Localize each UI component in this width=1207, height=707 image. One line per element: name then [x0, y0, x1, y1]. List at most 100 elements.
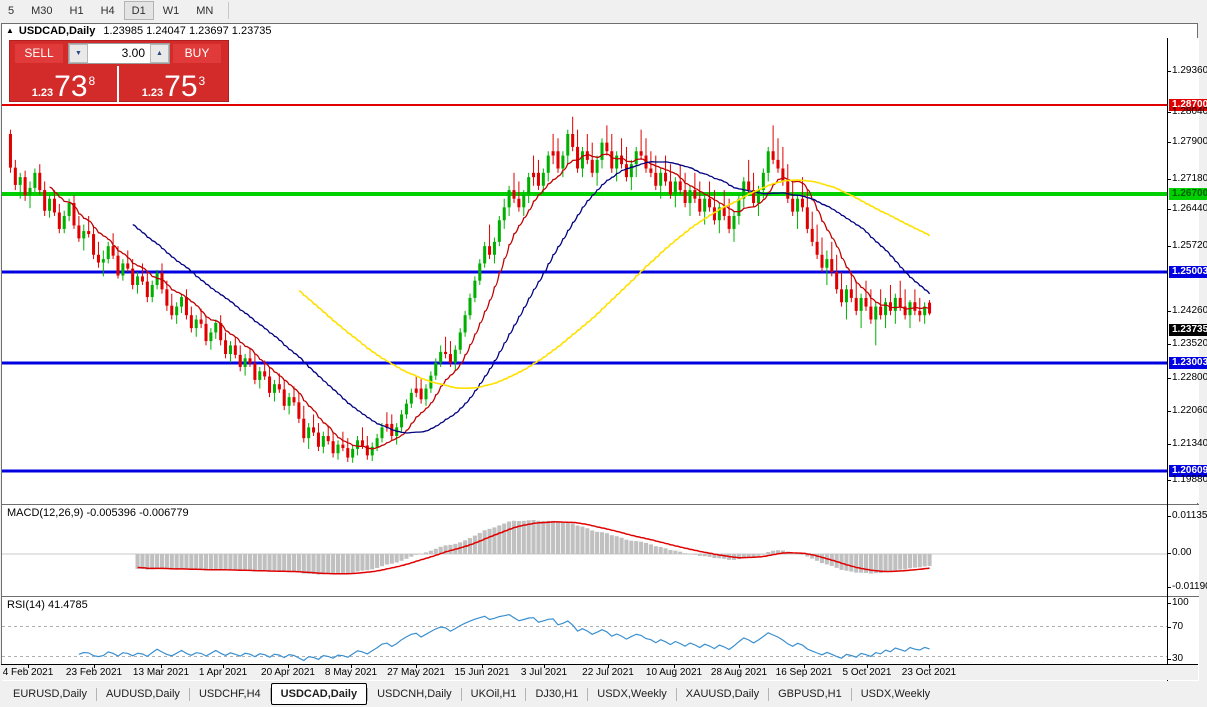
- date-label: 27 May 2021: [387, 667, 445, 678]
- timeframe-button-mn[interactable]: MN: [196, 5, 214, 17]
- scale-tick: [1168, 553, 1171, 554]
- timeframe-button-m30[interactable]: M30: [31, 5, 53, 17]
- scale-tick: [1168, 311, 1171, 312]
- scale-tick: [1168, 378, 1171, 379]
- date-tick: [929, 665, 930, 668]
- volume-decrease-button[interactable]: ▼: [69, 44, 88, 63]
- date-axis[interactable]: 4 Feb 2021 23 Feb 2021 13 Mar 2021 1 Apr 20…: [1, 664, 1198, 680]
- timeframe-button-5[interactable]: 5: [8, 5, 15, 17]
- price-label-70: 70: [1172, 621, 1184, 632]
- tab-separator: [95, 687, 97, 701]
- price-label-1-26440: 1.26440: [1172, 203, 1207, 214]
- chart-tab-usdx-weekly[interactable]: USDX,Weekly: [860, 688, 931, 700]
- date-tick: [94, 665, 95, 668]
- date-tick: [288, 665, 289, 668]
- scale-tick: [1168, 411, 1171, 412]
- scale-tick: [1168, 587, 1171, 588]
- date-label: 4 Feb 2021: [2, 667, 54, 678]
- chart-tab-xauusd-daily[interactable]: XAUUSD,Daily: [685, 688, 760, 700]
- price-label-1-23735: 1.23735: [1169, 324, 1207, 336]
- rsi-label: RSI(14) 41.4785: [7, 599, 88, 611]
- date-label: 16 Sep 2021: [775, 667, 833, 678]
- date-label: 10 Aug 2021: [645, 667, 703, 678]
- chart-window: ▲ USDCAD,Daily 1.23985 1.24047 1.23697 1…: [1, 23, 1207, 688]
- date-tick: [416, 665, 417, 668]
- chart-tab-usdcnh-daily[interactable]: USDCNH,Daily: [377, 688, 452, 700]
- macd-pane: MACD(12,26,9) -0.005396 -0.006779: [2, 504, 1199, 596]
- price-label-30: 30: [1172, 653, 1184, 664]
- tab-separator: [525, 687, 527, 701]
- chart-tab-usdcad-daily[interactable]: USDCAD,Daily: [270, 683, 368, 705]
- price-label-1-29360: 1.29360: [1172, 65, 1207, 76]
- price-label-1-23520: 1.23520: [1172, 338, 1207, 349]
- date-tick: [739, 665, 740, 668]
- chart-tab-dj30-h1[interactable]: DJ30,H1: [535, 688, 579, 700]
- buy-button[interactable]: BUY: [173, 44, 221, 63]
- price-label-1-22800: 1.22800: [1172, 372, 1207, 383]
- tab-separator: [269, 687, 271, 701]
- macd-plot-area[interactable]: [2, 505, 1169, 596]
- tab-separator: [367, 687, 369, 701]
- date-tick: [674, 665, 675, 668]
- date-label: 5 Oct 2021: [842, 667, 892, 678]
- sell-button[interactable]: SELL: [15, 44, 63, 63]
- chart-symbol-label: USDCAD,Daily: [18, 25, 96, 37]
- date-label: 22 Jul 2021: [582, 667, 634, 678]
- scale-pane-separator: [1168, 596, 1198, 597]
- tab-separator: [675, 687, 677, 701]
- chart-tab-ukoil-h1[interactable]: UKOil,H1: [470, 688, 517, 700]
- price-plot-area[interactable]: [2, 38, 1169, 503]
- chart-header: ▲ USDCAD,Daily 1.23985 1.24047 1.23697 1…: [2, 24, 1197, 38]
- chart-tab-bar: EURUSD,Daily AUDUSD,Daily USDCHF,H4 USDCAD,…: [0, 681, 1207, 707]
- timeframe-button-d1[interactable]: D1: [123, 1, 154, 20]
- timeframe-toolbar: 5 M30 H1 H4 D1 W1 MN: [0, 0, 1207, 21]
- sell-price-fraction: 8: [88, 74, 96, 88]
- buy-price-main: 75: [164, 70, 198, 103]
- price-label-1-26700: 1.26700: [1169, 188, 1207, 200]
- timeframe-button-h1[interactable]: H1: [69, 5, 84, 17]
- price-label-1-25720: 1.25720: [1172, 240, 1207, 251]
- volume-input[interactable]: 3.00: [88, 44, 150, 63]
- price-label-1-27180: 1.27180: [1172, 173, 1207, 184]
- price-label-1-27900: 1.27900: [1172, 136, 1207, 147]
- timeframe-button-w1[interactable]: W1: [162, 5, 180, 17]
- date-tick: [544, 665, 545, 668]
- timeframe-button-h4[interactable]: H4: [100, 5, 115, 17]
- scale-tick: [1168, 142, 1171, 143]
- collapse-triangle-icon[interactable]: ▲: [6, 26, 14, 35]
- chart-tab-eurusd-daily[interactable]: EURUSD,Daily: [13, 688, 87, 700]
- chart-tab-audusd-daily[interactable]: AUDUSD,Daily: [105, 688, 180, 700]
- sell-price-display[interactable]: 1.23 73 8: [10, 66, 119, 102]
- date-label: 1 Apr 2021: [198, 667, 248, 678]
- trade-panel-top-row: SELL ▼ 3.00 ▲ BUY: [10, 41, 228, 66]
- price-label-1-22060: 1.22060: [1172, 405, 1207, 416]
- date-tick: [223, 665, 224, 668]
- buy-price-display[interactable]: 1.23 75 3: [119, 66, 228, 102]
- chart-tab-gbpusd-h1[interactable]: GBPUSD,H1: [778, 688, 842, 700]
- date-tick: [608, 665, 609, 668]
- sell-price-prefix: 1.23: [31, 87, 54, 99]
- date-label: 20 Apr 2021: [261, 667, 315, 678]
- date-tick: [804, 665, 805, 668]
- scale-tick: [1168, 603, 1171, 604]
- price-pane: [2, 38, 1199, 503]
- price-label-100: 100: [1172, 597, 1189, 608]
- toolbar-divider: [228, 2, 230, 19]
- chart-tab-usdx-weekly[interactable]: USDX,Weekly: [597, 688, 667, 700]
- rsi-plot-area[interactable]: [2, 597, 1169, 688]
- date-label: 28 Aug 2021: [710, 667, 768, 678]
- date-tick: [161, 665, 162, 668]
- price-label-1-24260: 1.24260: [1172, 305, 1207, 316]
- scale-tick: [1168, 444, 1171, 445]
- scale-tick: [1168, 246, 1171, 247]
- date-label: 23 Oct 2021: [901, 667, 957, 678]
- date-tick: [867, 665, 868, 668]
- date-label: 3 Jul 2021: [520, 667, 568, 678]
- price-scale-axis[interactable]: 1.29360 1.28700 1.28040 1.27900 1.27180 1.267…: [1167, 38, 1207, 688]
- volume-increase-button[interactable]: ▲: [150, 44, 169, 63]
- chart-tab-usdchf-h4[interactable]: USDCHF,H4: [198, 688, 261, 700]
- price-label--0-01190: -0.01190: [1172, 581, 1207, 592]
- volume-stepper[interactable]: ▼ 3.00 ▲: [68, 43, 170, 64]
- chart-ohlc-values: 1.23985 1.24047 1.23697 1.23735: [103, 25, 272, 37]
